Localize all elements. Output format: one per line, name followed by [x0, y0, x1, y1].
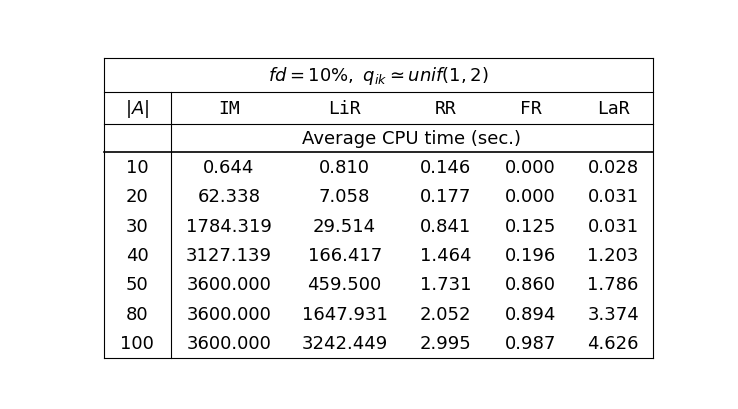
Text: 1.464: 1.464 [420, 246, 471, 264]
Text: 1784.319: 1784.319 [186, 217, 272, 235]
Text: 0.644: 0.644 [203, 158, 255, 176]
Text: 0.196: 0.196 [505, 246, 556, 264]
Text: 30: 30 [126, 217, 148, 235]
Text: 0.987: 0.987 [505, 334, 556, 352]
Text: 3600.000: 3600.000 [186, 276, 271, 294]
Text: RR: RR [435, 100, 456, 118]
Text: 0.146: 0.146 [420, 158, 471, 176]
Text: 1647.931: 1647.931 [302, 305, 387, 323]
Text: 0.000: 0.000 [506, 188, 556, 206]
Text: 3.374: 3.374 [587, 305, 639, 323]
Text: 80: 80 [126, 305, 148, 323]
Text: 62.338: 62.338 [197, 188, 261, 206]
Text: $|A|$: $|A|$ [125, 98, 149, 119]
Text: 0.000: 0.000 [506, 158, 556, 176]
Text: 0.125: 0.125 [505, 217, 556, 235]
Text: 166.417: 166.417 [308, 246, 382, 264]
Text: 0.860: 0.860 [506, 276, 556, 294]
Text: 0.841: 0.841 [420, 217, 471, 235]
Text: 3242.449: 3242.449 [302, 334, 387, 352]
Text: 10: 10 [126, 158, 148, 176]
Text: 50: 50 [126, 276, 148, 294]
Text: 1.203: 1.203 [587, 246, 639, 264]
Text: IM: IM [218, 100, 240, 118]
Text: 0.028: 0.028 [587, 158, 638, 176]
Text: 3600.000: 3600.000 [186, 305, 271, 323]
Text: LaR: LaR [597, 100, 630, 118]
Text: 459.500: 459.500 [308, 276, 382, 294]
Text: 4.626: 4.626 [587, 334, 639, 352]
Text: LiR: LiR [328, 100, 361, 118]
Text: 0.810: 0.810 [319, 158, 370, 176]
Text: 0.894: 0.894 [505, 305, 556, 323]
Text: 29.514: 29.514 [313, 217, 376, 235]
Text: 7.058: 7.058 [319, 188, 370, 206]
Text: 0.031: 0.031 [587, 217, 638, 235]
Text: 20: 20 [126, 188, 148, 206]
Text: 40: 40 [126, 246, 148, 264]
Text: 1.731: 1.731 [420, 276, 471, 294]
Text: 3600.000: 3600.000 [186, 334, 271, 352]
Text: $fd = 10\%,\ q_{ik} \simeq unif(1, 2)$: $fd = 10\%,\ q_{ik} \simeq unif(1, 2)$ [268, 65, 489, 87]
Text: 2.995: 2.995 [419, 334, 471, 352]
Text: 0.031: 0.031 [587, 188, 638, 206]
Text: 1.786: 1.786 [587, 276, 639, 294]
Text: 3127.139: 3127.139 [186, 246, 272, 264]
Text: Average CPU time (sec.): Average CPU time (sec.) [303, 130, 521, 148]
Text: 2.052: 2.052 [420, 305, 471, 323]
Text: 100: 100 [120, 334, 154, 352]
Text: 0.177: 0.177 [420, 188, 471, 206]
Text: FR: FR [520, 100, 542, 118]
